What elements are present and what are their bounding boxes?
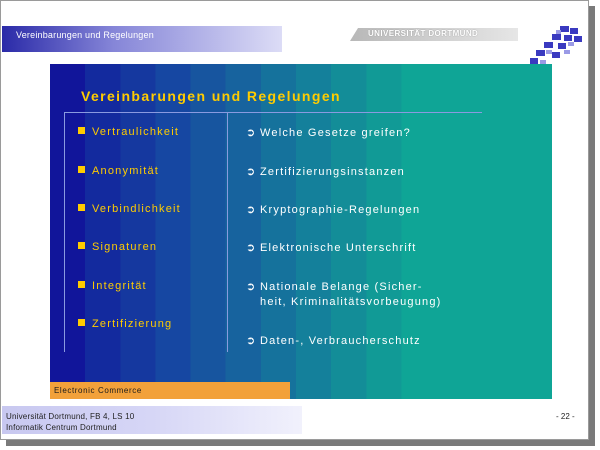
list-item: ➲ Welche Gesetze greifen? [246,127,411,139]
list-item: Integrität [78,280,147,292]
topic-label: Electronic Commerce [54,386,142,395]
arrow-bullet-icon: ➲ [246,335,257,347]
header-bar [2,26,282,52]
university-logo-icon [530,26,582,64]
square-bullet-icon [78,319,85,326]
list-item: Vertraulichkeit [78,126,179,138]
square-bullet-icon [78,166,85,173]
square-bullet-icon [78,242,85,249]
list-item: Signaturen [78,241,157,253]
list-item: ➲ Zertifizierungsinstanzen [246,166,405,178]
list-item: ➲ Kryptographie-Regelungen [246,204,421,216]
footer-info: Universität Dortmund, FB 4, LS 10 Inform… [6,411,134,433]
content-title: Vereinbarungen und Regelungen [81,88,341,104]
square-bullet-icon [78,204,85,211]
arrow-bullet-icon: ➲ [246,166,257,178]
list-item: Verbindlichkeit [78,203,181,215]
arrow-bullet-icon: ➲ [246,204,257,216]
slide-shadow-bottom [6,440,595,446]
title-divider [64,112,482,113]
footer-line-1: Universität Dortmund, FB 4, LS 10 [6,412,135,421]
list-item: Zertifizierung [78,318,172,330]
list-item: Anonymität [78,165,159,177]
page-number: - 22 - [556,412,575,421]
slide-shadow-right [589,6,595,446]
list-item: ➲ Elektronische Unterschrift [246,242,417,254]
topic-bar [50,382,290,399]
university-name: UNIVERSITÄT DORTMUND [368,29,479,38]
list-item: ➲ Nationale Belange (Sicher-heit, Krimina… [246,281,442,308]
arrow-bullet-icon: ➲ [246,281,257,293]
content-panel [50,64,552,399]
university-bar [350,28,518,41]
arrow-bullet-icon: ➲ [246,127,257,139]
column-divider [227,112,228,352]
square-bullet-icon [78,281,85,288]
footer-line-2: Informatik Centrum Dortmund [6,423,117,432]
footer-bar [2,406,302,434]
left-rule [64,112,65,352]
square-bullet-icon [78,127,85,134]
arrow-bullet-icon: ➲ [246,242,257,254]
list-item: ➲ Daten-, Verbraucherschutz [246,335,421,347]
header-slide-title: Vereinbarungen und Regelungen [16,30,154,40]
